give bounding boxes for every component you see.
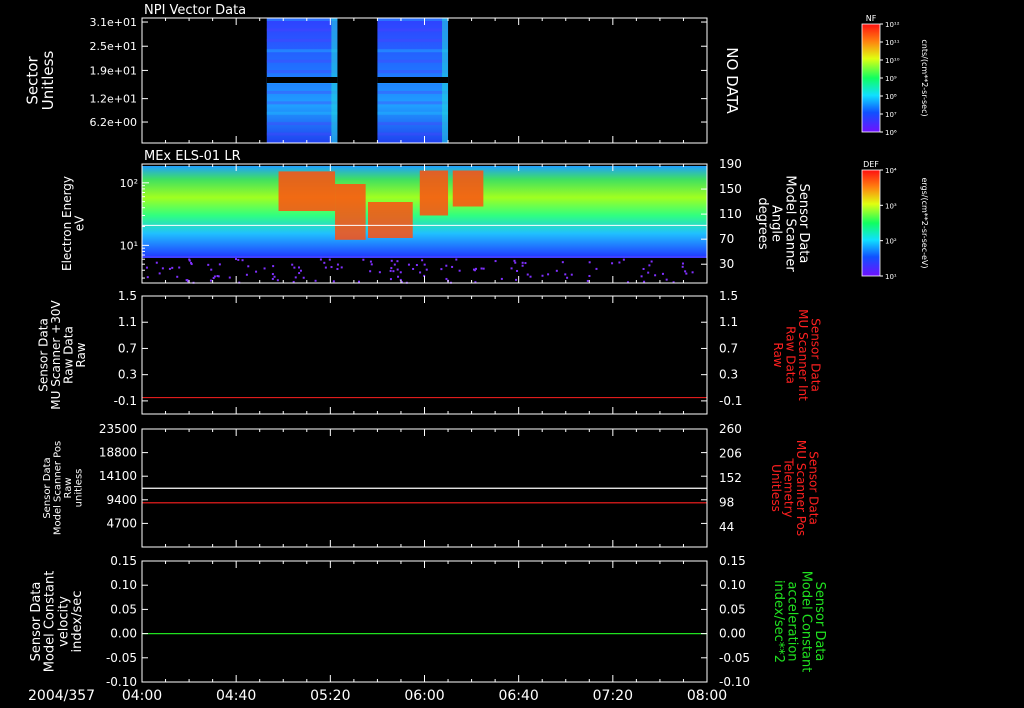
panel-frame [141, 295, 708, 415]
right-tick-label: 0.05 [719, 602, 746, 616]
y-tick-label: 1.2e+01 [90, 93, 137, 106]
colorbar-tick-label: 10¹⁰ [885, 57, 900, 65]
y-tick-label: 0.10 [110, 578, 137, 592]
x-tick-label: 06:40 [498, 688, 538, 704]
right-tick-label: 1.5 [719, 289, 738, 303]
right-axis-label: Sensor DataModel ScannerAngledegrees [755, 175, 811, 272]
y-tick-label: 4700 [106, 516, 137, 530]
right-tick-label: -0.05 [719, 651, 750, 665]
y-tick-label: 0.05 [110, 602, 137, 616]
y-tick-label: -0.05 [106, 651, 137, 665]
y-tick-label: -0.10 [106, 675, 137, 689]
x-tick-label: 04:00 [122, 688, 162, 704]
colorbar-units: cnts/(cm**2-sr-sec) [920, 39, 929, 116]
right-tick-label: -0.1 [719, 394, 742, 408]
y-tick-label: -0.1 [114, 394, 137, 408]
y-tick-label: 1.5 [118, 289, 137, 303]
right-tick-label: -0.10 [719, 675, 750, 689]
y-axis-label: Sensor DataModel Scanner PosRawunitless [42, 441, 85, 535]
right-axis-label: Sensor DataMU Scanner PosTelemetryUnitle… [769, 440, 821, 536]
y-tick-label: 6.2e+00 [90, 116, 137, 129]
y-tick-label: 0.3 [118, 368, 137, 382]
colorbar-label: DEF [863, 160, 879, 169]
colorbar-tick-label: 10¹² [885, 21, 900, 29]
right-tick-label: 0.00 [719, 627, 746, 641]
chart-title: MEx ELS-01 LR [144, 149, 241, 164]
colorbar-tick-label: 10¹¹ [885, 39, 900, 47]
right-tick-label: 152 [719, 471, 742, 485]
y-axis-label: Sensor DataMU Scanner +30VRaw DataRaw [36, 300, 88, 410]
right-tick-label: 0.7 [719, 341, 738, 355]
nf-colorbar [861, 23, 881, 133]
y-tick-label: 10² [120, 177, 138, 190]
chart-title: NPI Vector Data [144, 3, 246, 18]
y-tick-label: 18800 [99, 446, 137, 460]
y-tick-label: 23500 [99, 422, 137, 436]
colorbar-tick-label: 10² [885, 238, 897, 246]
right-tick-label: 190 [719, 157, 742, 171]
right-axis-label: Sensor DataModel Constantaccelerationind… [771, 571, 827, 673]
y-tick-label: 3.1e+01 [90, 16, 137, 29]
y-tick-label: 0.15 [110, 554, 137, 568]
right-tick-label: 0.15 [719, 554, 746, 568]
right-tick-label: 0.10 [719, 578, 746, 592]
def-colorbar [861, 169, 881, 277]
colorbar-tick-label: 10⁴ [885, 167, 897, 175]
colorbar-tick-label: 10⁷ [885, 111, 897, 119]
y-axis-label: SectorUnitless [23, 51, 57, 111]
right-tick-label: 150 [719, 182, 742, 196]
y-tick-label: 0.7 [118, 341, 137, 355]
y-tick-label: 2.5e+01 [90, 40, 137, 53]
colorbar-tick-label: 10¹ [885, 273, 897, 281]
right-tick-label: 1.1 [719, 315, 738, 329]
y-tick-label: 10¹ [120, 239, 138, 252]
colorbar-tick-label: 10³ [885, 202, 897, 210]
y-tick-label: 1.9e+01 [90, 64, 137, 77]
right-tick-label: 30 [719, 257, 734, 271]
y-tick-label: 1.1 [118, 315, 137, 329]
colorbar-tick-label: 10⁹ [885, 75, 897, 83]
colorbar-tick-label: 10⁶ [885, 129, 897, 137]
colorbar-units: ergs/(cm**2-sr-sec-eV) [920, 177, 929, 268]
x-tick-label: 07:20 [593, 688, 633, 704]
y-tick-label: 0.00 [110, 627, 137, 641]
colorbar-tick-label: 10⁸ [885, 93, 897, 101]
panel-frame [141, 560, 708, 683]
y-axis-label: Electron EnergyeV [60, 176, 87, 271]
right-tick-label: 110 [719, 207, 742, 221]
y-tick-label: 14100 [99, 469, 137, 483]
right-tick-label: 260 [719, 422, 742, 436]
x-tick-label: 05:20 [310, 688, 350, 704]
no-data-note: NO DATA [723, 47, 741, 114]
right-tick-label: 98 [719, 496, 734, 510]
right-tick-label: 44 [719, 520, 734, 534]
right-axis-label: Sensor DataMU Scanner IntRaw DataRaw [771, 309, 823, 401]
x-tick-label: 06:00 [404, 688, 444, 704]
y-tick-label: 9400 [106, 493, 137, 507]
right-tick-label: 206 [719, 447, 742, 461]
right-tick-label: 0.3 [719, 368, 738, 382]
x-tick-label: 08:00 [687, 688, 727, 704]
y-axis-label: Sensor DataModel Constantvelocityindex/s… [29, 571, 85, 673]
x-tick-label: 04:40 [216, 688, 256, 704]
right-tick-label: 70 [719, 232, 734, 246]
date-label: 2004/357 [28, 688, 95, 704]
colorbar-label: NF [866, 14, 877, 23]
